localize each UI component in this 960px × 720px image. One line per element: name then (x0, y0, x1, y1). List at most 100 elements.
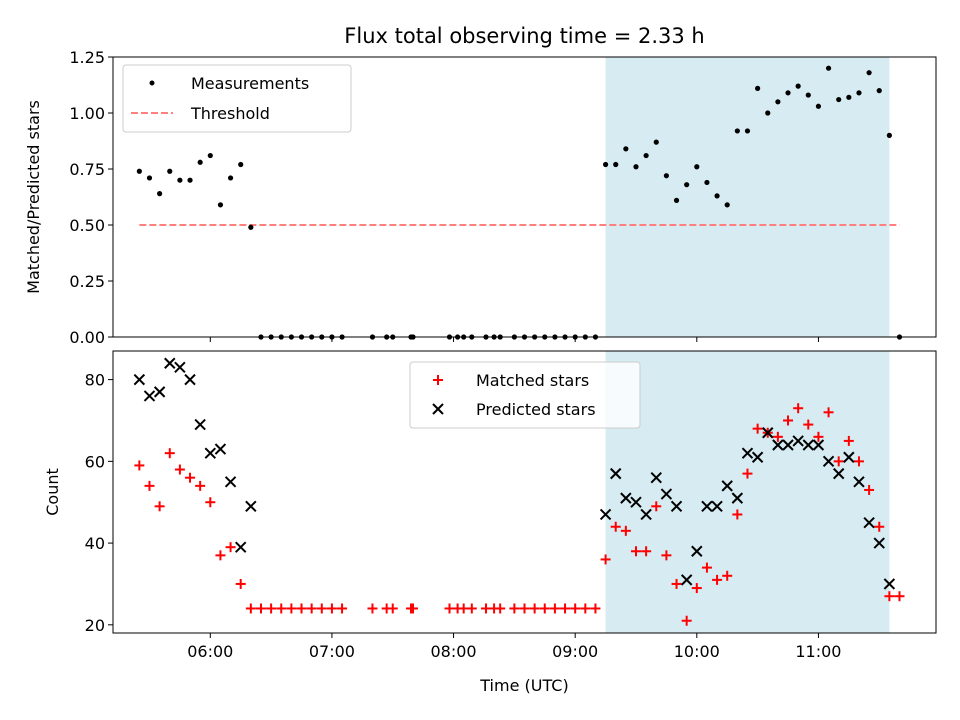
predicted-star-point (782, 439, 794, 451)
matched-star-point (712, 574, 723, 585)
measurement-point (866, 70, 872, 76)
measurement-point (734, 128, 740, 134)
predicted-star-point (224, 476, 237, 488)
predicted-star-point (772, 439, 784, 451)
predicted-star-point (143, 390, 156, 402)
matched-star-point (732, 509, 743, 520)
predicted-star-point (822, 455, 835, 468)
measurement-point (633, 164, 639, 170)
bottom-legend-box (409, 361, 641, 429)
matched-star-point (843, 435, 854, 446)
top-y-tick-label: 1.25 (69, 48, 105, 67)
matched-star-point (833, 456, 844, 467)
bottom-y-ticks: 20 40 60 80 (85, 371, 113, 635)
matched-star-point (529, 603, 540, 614)
matched-star-point (752, 423, 763, 434)
matched-star-point (641, 546, 652, 557)
predicted-star-point (711, 500, 723, 513)
measurement-point (815, 103, 822, 109)
x-tick-label: 08:00 (430, 642, 476, 661)
predicted-star-point (630, 496, 642, 508)
matched-star-point (630, 546, 641, 557)
measurement-point (856, 90, 862, 96)
matched-star-point (793, 403, 804, 414)
matched-star-point (235, 578, 246, 589)
predicted-star-point (741, 447, 754, 459)
predicted-star-point (245, 500, 257, 513)
matched-star-point (853, 456, 864, 467)
measurement-point (248, 224, 254, 230)
matched-star-point (864, 484, 875, 495)
matched-star-point (296, 603, 307, 614)
predicted-star-point (133, 373, 146, 386)
matched-star-point (600, 554, 611, 565)
predicted-star-point (164, 357, 176, 369)
predicted-star-point (691, 545, 703, 557)
predicted-star-point (873, 537, 885, 549)
measurement-point (136, 168, 142, 174)
measurement-point (755, 85, 761, 91)
measurement-point (704, 179, 710, 186)
predicted-star-point (599, 508, 612, 521)
top-shaded-interval (605, 57, 890, 337)
top-y-tick-label: 0.00 (69, 328, 105, 347)
top-y-axis-label: Matched/Predicted stars (24, 100, 43, 294)
matched-star-point (164, 448, 175, 459)
predicted-star-point (863, 516, 875, 529)
matched-star-point (722, 570, 733, 581)
predicted-star-point (792, 435, 804, 447)
legend-predicted-marker (432, 403, 444, 415)
measurement-point (187, 177, 193, 183)
matched-star-point (823, 407, 834, 418)
measurement-point (207, 152, 213, 159)
matched-star-point (195, 480, 206, 491)
measurement-point (673, 197, 680, 203)
predicted-star-point (843, 451, 855, 463)
predicted-star-point (883, 578, 896, 590)
measurement-point (694, 164, 700, 170)
top-y-tick-label: 1.00 (69, 104, 105, 123)
bottom-shaded-interval (605, 351, 890, 633)
predicted-star-point (701, 500, 713, 513)
legend-x-glyph (432, 403, 444, 415)
matched-star-point (772, 431, 783, 442)
bottom-marks (133, 357, 905, 626)
top-y-ticks: 0.00 0.25 0.50 0.75 1.00 1.25 (69, 48, 113, 347)
measurement-point (775, 99, 781, 105)
predicted-star-point (610, 467, 622, 480)
top-x-ticks (209, 337, 819, 342)
matched-star-point (783, 415, 794, 426)
measurement-point (846, 94, 852, 100)
matched-star-point (337, 603, 348, 614)
measurement-point (836, 96, 842, 103)
matched-star-point (316, 603, 327, 614)
bottom-x-ticks: 06:00 07:00 08:00 09:00 10:00 11:00 (187, 633, 841, 661)
matched-star-point (539, 603, 550, 614)
matched-star-point (560, 603, 571, 614)
measurement-point (684, 182, 690, 188)
measurement-point (714, 193, 720, 199)
measurement-point (876, 88, 882, 94)
legend-threshold-label: Threshold (190, 104, 270, 123)
matched-star-point (651, 501, 662, 512)
legend-measurements-marker (149, 80, 155, 86)
bottom-y-tick-label: 80 (85, 371, 105, 390)
matched-star-point (509, 603, 520, 614)
predicted-star-point (174, 361, 186, 374)
bottom-y-tick-label: 60 (85, 452, 105, 471)
measurement-point (643, 152, 649, 159)
measurement-point (825, 65, 832, 71)
predicted-star-point (832, 467, 845, 480)
matched-star-point (570, 603, 581, 614)
matched-star-point (519, 603, 530, 614)
predicted-star-point (751, 451, 764, 463)
matched-star-point (466, 603, 477, 614)
predicted-star-point (731, 492, 744, 504)
measurement-point (146, 175, 153, 181)
legend-plus-glyph (433, 375, 443, 385)
measurement-point (227, 175, 234, 181)
matched-star-point (387, 603, 398, 614)
matched-star-point (803, 419, 814, 430)
